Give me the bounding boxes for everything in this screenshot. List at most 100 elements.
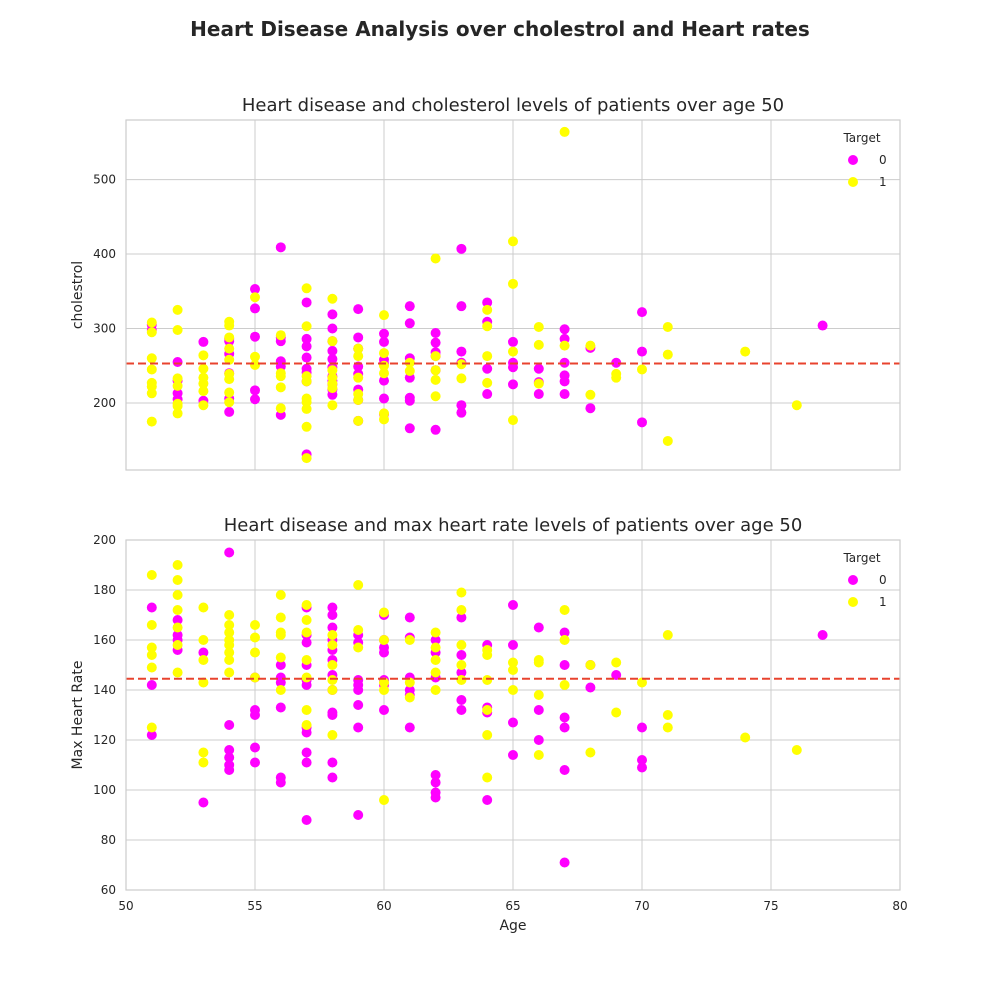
data-point xyxy=(379,348,389,359)
data-point xyxy=(275,612,286,623)
data-point xyxy=(327,675,338,685)
data-point xyxy=(327,660,338,670)
data-point xyxy=(456,667,467,678)
data-point xyxy=(585,340,596,351)
y-axis-label: Max Heart Rate xyxy=(70,661,86,770)
data-point xyxy=(146,662,157,673)
data-point xyxy=(301,600,312,610)
data-point xyxy=(275,772,286,783)
data-point xyxy=(275,685,286,695)
data-point xyxy=(353,700,364,710)
data-point xyxy=(301,815,312,825)
data-point xyxy=(353,415,364,426)
data-point xyxy=(224,332,235,343)
data-point xyxy=(146,364,157,375)
data-point xyxy=(559,765,570,775)
data-point xyxy=(353,304,364,315)
data-point xyxy=(250,331,260,342)
series-target-1 xyxy=(146,126,802,464)
data-point xyxy=(224,667,235,678)
data-point xyxy=(533,622,544,633)
data-point xyxy=(172,408,183,419)
data-point xyxy=(250,705,260,715)
data-point xyxy=(250,284,260,295)
x-axis-label: Age xyxy=(499,918,526,934)
data-point xyxy=(172,622,183,633)
data-point xyxy=(327,336,338,347)
data-point xyxy=(146,327,157,338)
data-point xyxy=(275,672,286,683)
data-point xyxy=(482,705,493,715)
plot-frame xyxy=(125,539,901,891)
data-point xyxy=(327,354,338,365)
data-point xyxy=(198,386,209,397)
data-point xyxy=(637,346,647,357)
data-point xyxy=(353,675,364,685)
data-point xyxy=(430,365,441,376)
data-point xyxy=(482,675,493,685)
data-point xyxy=(250,632,260,643)
y-tick-label: 100 xyxy=(93,783,116,797)
data-point xyxy=(430,635,441,645)
data-point xyxy=(353,625,364,635)
data-point xyxy=(198,372,209,383)
data-point xyxy=(327,400,338,411)
data-point xyxy=(353,372,364,383)
data-point xyxy=(611,707,622,718)
data-point xyxy=(327,730,338,740)
data-point xyxy=(275,330,286,341)
data-point xyxy=(224,610,235,620)
data-point xyxy=(353,642,364,653)
data-point xyxy=(430,374,441,385)
data-point xyxy=(172,380,183,391)
data-point xyxy=(198,350,209,361)
data-point xyxy=(379,685,389,695)
data-point xyxy=(327,372,338,383)
data-point xyxy=(559,324,570,335)
data-point xyxy=(172,373,183,384)
data-point xyxy=(146,730,157,740)
data-point xyxy=(611,368,622,379)
data-point xyxy=(559,712,570,723)
data-point xyxy=(456,407,467,418)
data-point xyxy=(456,605,467,615)
data-point xyxy=(301,453,312,464)
data-point xyxy=(559,370,570,381)
data-point xyxy=(791,745,802,755)
y-axis-label: cholestrol xyxy=(70,261,86,329)
data-point xyxy=(250,394,260,405)
data-point xyxy=(250,303,260,314)
data-point xyxy=(146,377,157,388)
data-point xyxy=(327,365,338,376)
data-point xyxy=(482,297,493,308)
y-tick-label: 300 xyxy=(93,322,116,336)
heart-rate-scatter-chart: Heart disease and max heart rate levels … xyxy=(70,515,908,934)
data-point xyxy=(379,677,389,688)
data-point xyxy=(482,304,493,315)
data-point xyxy=(275,403,286,414)
data-point xyxy=(482,389,493,400)
data-point xyxy=(327,757,338,768)
data-point xyxy=(559,857,570,868)
x-tick-label: 50 xyxy=(118,899,133,913)
data-point xyxy=(353,332,364,343)
data-point xyxy=(637,755,647,765)
data-point xyxy=(301,333,312,344)
data-point xyxy=(146,620,157,630)
data-point xyxy=(379,310,389,321)
data-point xyxy=(224,655,235,665)
data-point xyxy=(508,657,518,668)
x-tick-label: 60 xyxy=(376,899,391,913)
data-point xyxy=(301,321,312,332)
x-tick-label: 80 xyxy=(892,899,907,913)
data-point xyxy=(662,349,673,360)
data-point xyxy=(327,345,338,356)
data-point xyxy=(533,339,544,350)
data-point xyxy=(301,615,312,625)
data-point xyxy=(327,640,338,650)
y-tick-label: 60 xyxy=(101,883,116,897)
y-tick-label: 120 xyxy=(93,733,116,747)
data-point xyxy=(379,607,389,618)
data-point xyxy=(637,417,647,428)
data-point xyxy=(327,610,338,620)
